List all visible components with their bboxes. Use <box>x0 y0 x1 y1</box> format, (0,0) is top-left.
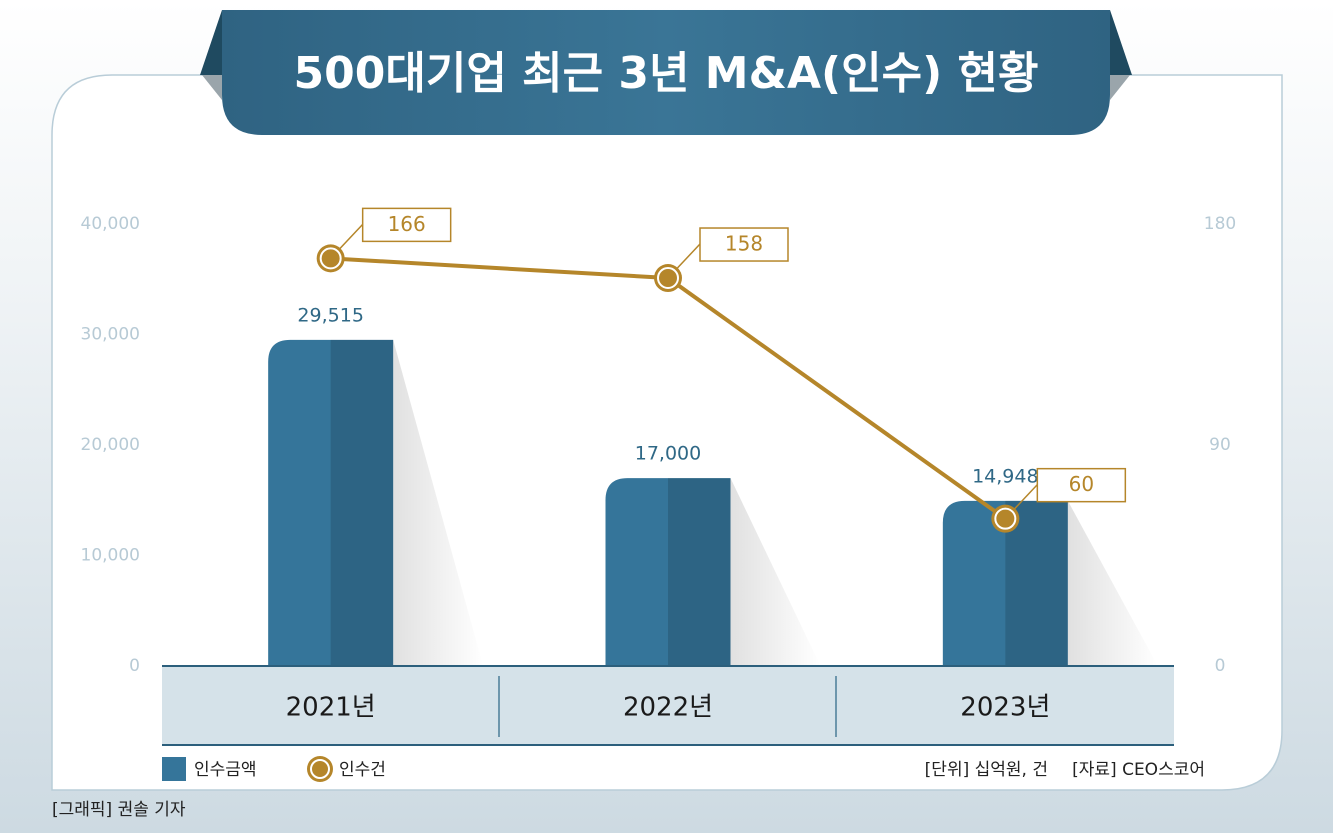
source: [자료] CEO스코어 <box>1072 760 1205 780</box>
x-tick-label: 2023년 <box>960 693 1050 723</box>
marker-ring <box>994 507 1017 530</box>
ribbon-fold <box>1110 75 1130 100</box>
value-label: 29,515 <box>297 304 363 326</box>
ribbon-fold <box>1110 10 1132 75</box>
marker-ring <box>657 267 679 290</box>
bar-dark-half <box>330 339 394 666</box>
legend-ring <box>310 759 330 779</box>
y2-tick-label: 90 <box>1209 435 1231 455</box>
legend-swatch <box>162 757 186 781</box>
y-tick-label: 40,000 <box>81 214 140 234</box>
ribbon-fold <box>200 10 222 75</box>
y-tick-label: 10,000 <box>81 546 140 566</box>
x-tick-label: 2021년 <box>286 693 376 723</box>
value-label: 14,948 <box>972 465 1038 487</box>
credit: [그래픽] 권솔 기자 <box>52 800 186 820</box>
category-band <box>162 667 1174 745</box>
bar-shadow <box>730 478 821 666</box>
bar-shadow <box>1067 500 1158 666</box>
bar-shadow <box>393 339 484 666</box>
label-box <box>699 227 789 262</box>
value-label: 17,000 <box>635 443 701 465</box>
bar <box>942 500 1068 666</box>
title-banner <box>222 10 1110 135</box>
marker-ring <box>319 247 342 270</box>
label-box <box>361 207 452 243</box>
line-value-label: 60 <box>1069 472 1094 496</box>
legend-label: 인수건 <box>339 760 386 780</box>
ribbon-fold <box>202 75 222 100</box>
line-value-label: 166 <box>388 212 426 236</box>
bar <box>268 339 394 666</box>
legend-label: 인수금액 <box>194 760 257 780</box>
line-value-label: 158 <box>725 232 763 256</box>
y2-tick-label: 180 <box>1204 214 1236 234</box>
label-box <box>1036 467 1127 503</box>
chart-title: 500대기업 최근 3년 M&A(인수) 현황 <box>294 48 1039 99</box>
bar-dark-half <box>668 478 731 666</box>
bar <box>605 478 731 666</box>
y-tick-label: 20,000 <box>81 435 140 455</box>
y-tick-label: 0 <box>129 656 140 676</box>
x-tick-label: 2022년 <box>623 693 713 723</box>
y2-tick-label: 0 <box>1215 656 1226 676</box>
unit-note: [단위] 십억원, 건 <box>925 760 1048 780</box>
bar-dark-half <box>1005 500 1068 666</box>
y-tick-label: 30,000 <box>81 325 140 345</box>
